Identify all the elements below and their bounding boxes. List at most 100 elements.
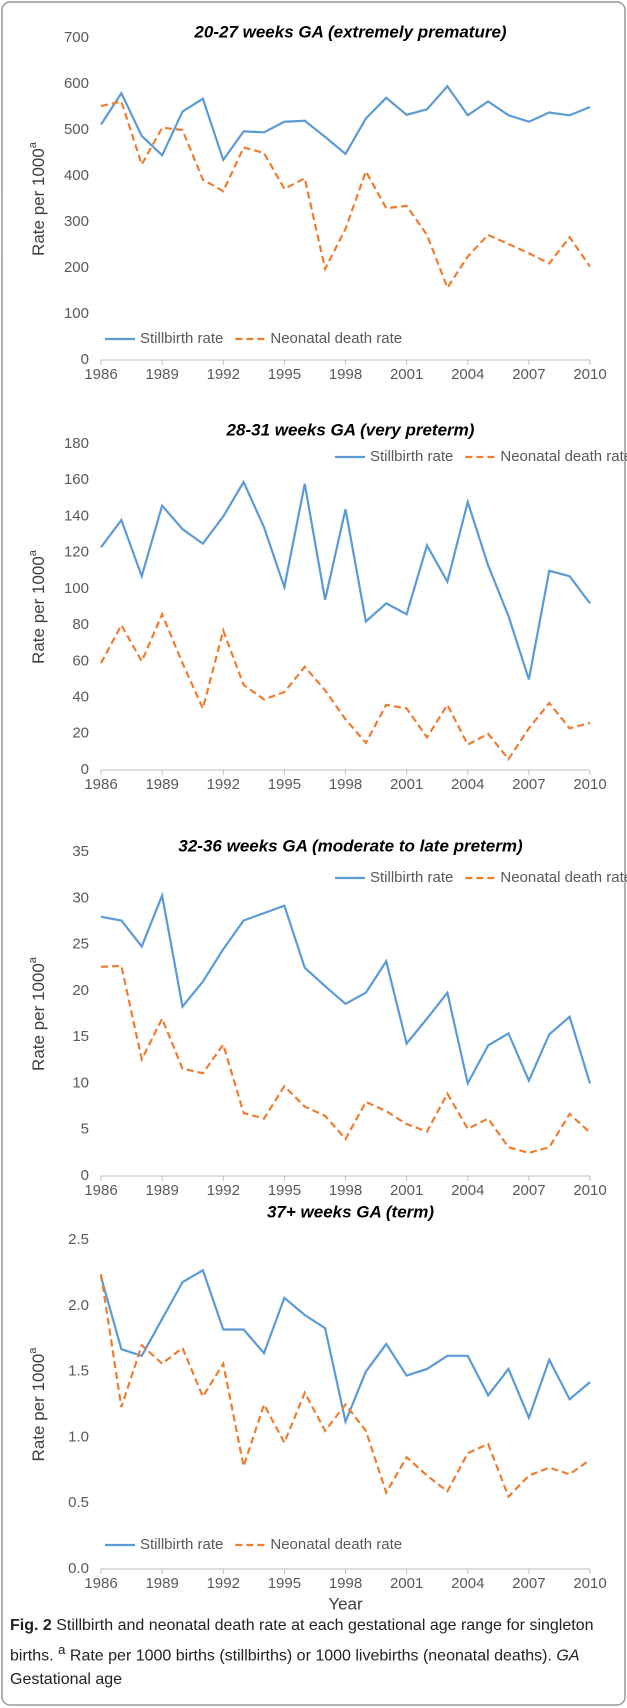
y-axis-label-text: Rate per 1000 bbox=[29, 556, 48, 664]
x-tick-label: 1995 bbox=[268, 776, 301, 793]
chart-title: 37+ weeks GA (term) bbox=[267, 1202, 434, 1221]
x-tick-label: 2004 bbox=[451, 1182, 484, 1199]
y-tick-label: 120 bbox=[64, 544, 89, 561]
x-tick-label: 2007 bbox=[512, 776, 545, 793]
series-line bbox=[99, 1268, 591, 1426]
legend-label: Neonatal death rate bbox=[500, 869, 627, 886]
y-tick-label: 0 bbox=[81, 1167, 89, 1184]
x-tick-label: 2001 bbox=[390, 776, 423, 793]
x-tick-label: 1986 bbox=[84, 1575, 117, 1592]
x-tick-label: 2004 bbox=[451, 1575, 484, 1592]
x-tick-label: 1998 bbox=[329, 1182, 362, 1199]
x-tick-label: 1992 bbox=[207, 366, 240, 383]
y-axis-label-text: Rate per 1000 bbox=[29, 1354, 48, 1462]
y-tick-label: 0.0 bbox=[68, 1560, 89, 1577]
y-tick-label: 1.0 bbox=[68, 1428, 89, 1445]
x-tick-label: 1986 bbox=[84, 776, 117, 793]
y-tick-label: 200 bbox=[64, 259, 89, 276]
caption-sup: a bbox=[58, 1642, 66, 1657]
y-tick-label: 40 bbox=[72, 689, 89, 706]
y-tick-label: 140 bbox=[64, 507, 89, 524]
legend-label: Stillbirth rate bbox=[370, 448, 453, 465]
x-tick-label: 1995 bbox=[268, 366, 301, 383]
y-tick-label: 15 bbox=[72, 1028, 89, 1045]
y-tick-label: 100 bbox=[64, 580, 89, 597]
series-line bbox=[99, 1274, 591, 1499]
series-line bbox=[100, 84, 591, 163]
chart-title: 20-27 weeks GA (extremely premature) bbox=[193, 22, 506, 41]
y-tick-label: 2.0 bbox=[68, 1297, 89, 1314]
y-tick-label: 20 bbox=[72, 982, 89, 999]
caption-note: Rate per 1000 births (stillbirths) or 10… bbox=[69, 1647, 552, 1665]
y-axis-label: Rate per 1000a bbox=[27, 549, 49, 664]
y-axis-label-text: Rate per 1000 bbox=[29, 148, 48, 256]
y-axis-label-sup: a bbox=[27, 549, 39, 556]
legend-label: Stillbirth rate bbox=[140, 1536, 223, 1553]
y-tick-label: 2.5 bbox=[68, 1231, 89, 1248]
x-tick-label: 2001 bbox=[390, 1575, 423, 1592]
series-line bbox=[100, 100, 591, 291]
x-tick-label: 1989 bbox=[145, 1575, 178, 1592]
caption: Fig. 2 Stillbirth and neonatal death rat… bbox=[10, 1614, 615, 1692]
series-line bbox=[100, 891, 592, 1087]
legend-label: Stillbirth rate bbox=[140, 330, 223, 347]
x-tick-label: 1995 bbox=[268, 1575, 301, 1592]
y-tick-label: 300 bbox=[64, 213, 89, 230]
x-tick-label: 2007 bbox=[512, 366, 545, 383]
caption-abbr-text: Gestational age bbox=[10, 1671, 123, 1689]
x-tick-label: 2001 bbox=[390, 1182, 423, 1199]
series-line bbox=[100, 964, 591, 1155]
y-axis-label-sup: a bbox=[27, 141, 39, 148]
x-tick-label: 1998 bbox=[329, 366, 362, 383]
y-tick-label: 60 bbox=[72, 652, 89, 669]
series-line bbox=[100, 611, 591, 761]
y-tick-label: 25 bbox=[72, 936, 89, 953]
y-axis-label: Rate per 1000a bbox=[27, 141, 49, 256]
y-tick-label: 400 bbox=[64, 167, 89, 184]
y-tick-label: 100 bbox=[64, 305, 89, 322]
x-tick-label: 1995 bbox=[268, 1182, 301, 1199]
legend-label: Neonatal death rate bbox=[500, 448, 627, 465]
y-tick-label: 1.5 bbox=[68, 1363, 89, 1380]
legend-label: Neonatal death rate bbox=[270, 1536, 402, 1553]
caption-text: Stillbirth and neonatal death rate at ea… bbox=[10, 1617, 594, 1665]
y-tick-label: 5 bbox=[81, 1121, 89, 1138]
y-axis-label: Rate per 1000a bbox=[27, 956, 49, 1071]
y-tick-label: 0 bbox=[81, 351, 89, 368]
x-tick-label: 2001 bbox=[390, 366, 423, 383]
x-tick-label: 2004 bbox=[451, 366, 484, 383]
y-tick-label: 0 bbox=[81, 761, 89, 778]
x-tick-label: 2010 bbox=[573, 1575, 606, 1592]
chart-title: 28-31 weeks GA (very preterm) bbox=[226, 420, 475, 439]
legend-label: Stillbirth rate bbox=[370, 869, 453, 886]
y-axis-label-text: Rate per 1000 bbox=[29, 963, 48, 1071]
x-tick-label: 1986 bbox=[84, 366, 117, 383]
x-tick-label: 1992 bbox=[207, 1575, 240, 1592]
x-tick-label: 1998 bbox=[329, 776, 362, 793]
y-axis-label: Rate per 1000a bbox=[27, 1347, 49, 1462]
caption-abbr: GA bbox=[556, 1647, 580, 1665]
y-tick-label: 700 bbox=[64, 29, 89, 46]
x-tick-label: 1989 bbox=[145, 776, 178, 793]
y-tick-label: 20 bbox=[72, 725, 89, 742]
x-tick-label: 2010 bbox=[573, 366, 606, 383]
y-tick-label: 500 bbox=[64, 121, 89, 138]
y-tick-label: 160 bbox=[64, 471, 89, 488]
y-tick-label: 180 bbox=[64, 435, 89, 452]
caption-label: Fig. 2 bbox=[10, 1617, 52, 1634]
x-axis-label: Year bbox=[328, 1594, 363, 1613]
y-tick-label: 35 bbox=[72, 843, 89, 860]
x-tick-label: 2010 bbox=[573, 776, 606, 793]
y-axis-label-sup: a bbox=[27, 956, 39, 963]
legend-label: Neonatal death rate bbox=[270, 330, 402, 347]
series-line bbox=[100, 479, 591, 680]
x-tick-label: 2010 bbox=[573, 1182, 606, 1199]
x-tick-label: 1992 bbox=[207, 1182, 240, 1199]
y-tick-label: 30 bbox=[72, 889, 89, 906]
x-tick-label: 2007 bbox=[512, 1182, 545, 1199]
x-tick-label: 2004 bbox=[451, 776, 484, 793]
x-tick-label: 1998 bbox=[329, 1575, 362, 1592]
y-tick-label: 80 bbox=[72, 616, 89, 633]
